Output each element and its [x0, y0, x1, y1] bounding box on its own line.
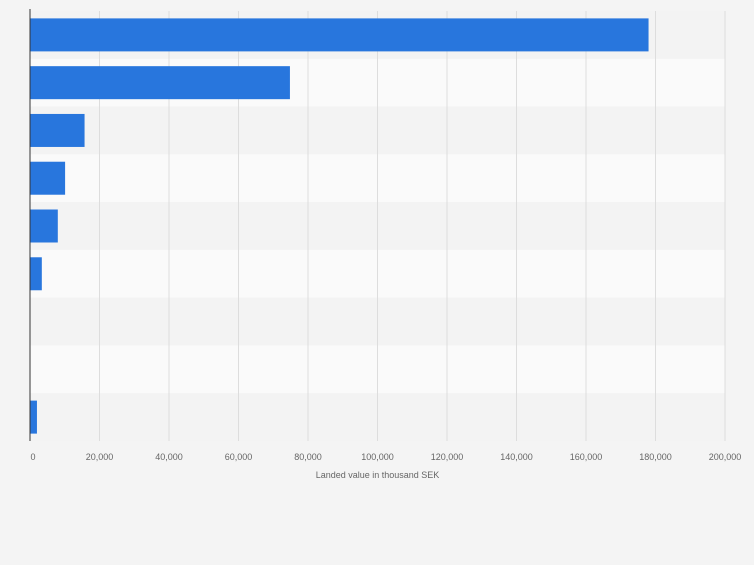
x-axis-title: Landed value in thousand SEK: [316, 470, 440, 480]
x-tick-label: 120,000: [431, 452, 464, 462]
x-tick-label: 20,000: [86, 452, 114, 462]
x-tick-label: 100,000: [361, 452, 394, 462]
x-tick-label: 160,000: [570, 452, 603, 462]
bar[interactable]: [30, 161, 66, 195]
bar[interactable]: [30, 18, 649, 52]
bar[interactable]: [30, 66, 290, 100]
gridlines: [99, 11, 726, 441]
x-axis-ticks: 0 20,000 40,000 60,000 80,000 100,000 120,000 1…: [30, 452, 741, 462]
x-tick-label: 60,000: [225, 452, 253, 462]
bar[interactable]: [30, 257, 42, 291]
x-tick-label: 0: [30, 452, 35, 462]
x-tick-label: 140,000: [500, 452, 533, 462]
x-tick-label: 200,000: [709, 452, 742, 462]
bar[interactable]: [30, 113, 85, 147]
x-tick-label: 180,000: [639, 452, 672, 462]
bars: [30, 18, 649, 434]
bar[interactable]: [30, 400, 37, 434]
x-tick-label: 80,000: [294, 452, 322, 462]
x-tick-label: 40,000: [155, 452, 183, 462]
bar[interactable]: [30, 209, 58, 243]
